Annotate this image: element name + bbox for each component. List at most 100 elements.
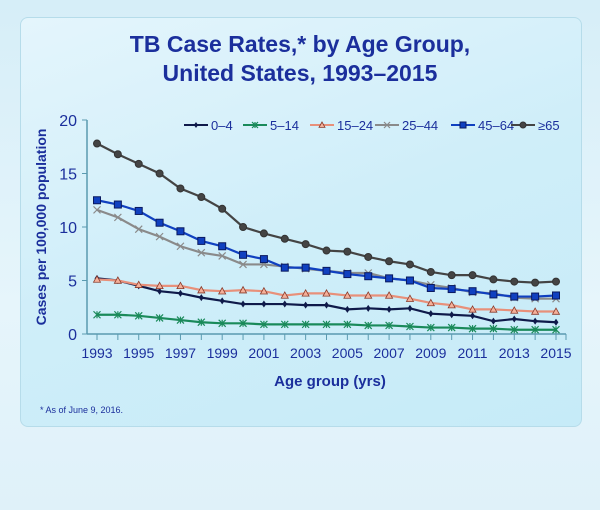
data-point [510, 292, 519, 301]
footnote: * As of June 9, 2016. [40, 405, 124, 415]
data-point [197, 236, 206, 245]
y-tick-label: 10 [59, 220, 77, 237]
data-point [322, 246, 331, 255]
data-point [385, 274, 394, 283]
legend-item: 15–24 [310, 118, 373, 133]
data-point [239, 250, 248, 259]
data-point [344, 305, 350, 313]
data-point [197, 193, 206, 202]
x-tick-label: 2009 [415, 345, 446, 361]
data-point [219, 297, 225, 305]
series-line [96, 142, 557, 284]
y-tick-label: 5 [68, 274, 77, 291]
data-point [239, 223, 248, 231]
data-point [176, 316, 185, 325]
data-point [113, 213, 122, 222]
data-point [239, 260, 247, 269]
data-point [322, 289, 331, 297]
data-point [303, 301, 309, 309]
data-point [405, 276, 414, 285]
data-point [134, 206, 143, 215]
x-tick-label: 2001 [248, 345, 279, 361]
data-point [178, 289, 183, 297]
data-point [197, 248, 206, 257]
data-point [364, 272, 373, 281]
data-point [405, 294, 415, 302]
title-line-1: TB Case Rates,* by Age Group, [129, 31, 471, 57]
y-axis-label: Cases per 100,000 population [33, 129, 49, 326]
data-point [113, 310, 122, 319]
data-point [407, 304, 413, 312]
data-point [218, 251, 227, 260]
data-point [113, 200, 122, 209]
data-point [155, 218, 164, 227]
data-point [155, 169, 164, 178]
data-point [343, 291, 352, 299]
data-point [218, 242, 227, 251]
x-tick-label: 2003 [290, 345, 321, 361]
chart-panel [20, 17, 582, 427]
data-point [490, 317, 496, 325]
data-point [447, 271, 456, 280]
data-point [93, 205, 101, 214]
data-point [468, 271, 477, 280]
data-point [113, 276, 123, 284]
x-tick-label: 2007 [374, 345, 405, 361]
data-point [406, 322, 414, 331]
y-tick-label: 20 [59, 113, 77, 130]
data-point [531, 278, 540, 287]
data-point [447, 323, 456, 332]
legend-item: 0–4 [184, 118, 233, 133]
legend-item: 5–14 [243, 118, 299, 133]
data-point [519, 121, 527, 129]
data-point [343, 270, 352, 279]
x-tick-label: 1993 [81, 345, 112, 361]
data-point [428, 310, 434, 318]
data-point [301, 240, 310, 249]
series-5 [93, 139, 560, 287]
legend-item: ≥65 [511, 118, 560, 133]
data-point [322, 266, 331, 275]
x-tick-label: 1997 [165, 345, 196, 361]
legend-label: ≥65 [538, 118, 560, 133]
data-point [280, 263, 289, 272]
data-point [176, 281, 185, 290]
legend-label: 25–44 [402, 118, 438, 133]
data-point [134, 311, 143, 320]
data-point [385, 257, 394, 266]
data-point [197, 285, 206, 294]
data-point [218, 286, 227, 295]
data-point [468, 324, 477, 333]
data-point [259, 320, 268, 329]
series-2 [92, 275, 561, 315]
data-point [449, 311, 455, 319]
data-point [240, 300, 246, 308]
legend-label: 0–4 [211, 118, 233, 133]
data-point [426, 283, 435, 292]
data-point [510, 306, 519, 314]
data-point [134, 280, 143, 288]
data-point [259, 229, 268, 238]
data-point [282, 300, 288, 308]
data-point [531, 292, 540, 301]
series-4 [93, 196, 560, 301]
data-point [218, 319, 227, 328]
data-point [318, 121, 326, 128]
data-point [324, 301, 329, 309]
data-point [489, 290, 498, 299]
data-point [113, 150, 122, 159]
data-point [155, 232, 164, 241]
title-line-2: United States, 1993–2015 [162, 60, 438, 86]
data-point [259, 286, 269, 295]
data-point [93, 196, 101, 205]
data-point [134, 159, 143, 168]
legend-label: 15–24 [337, 118, 373, 133]
y-tick-label: 15 [59, 167, 77, 184]
data-point [364, 252, 373, 261]
data-point [405, 260, 414, 269]
x-tick-label: 2013 [499, 345, 530, 361]
data-point [92, 275, 102, 283]
data-point [489, 305, 498, 313]
data-point [551, 307, 561, 315]
data-point [197, 318, 206, 327]
